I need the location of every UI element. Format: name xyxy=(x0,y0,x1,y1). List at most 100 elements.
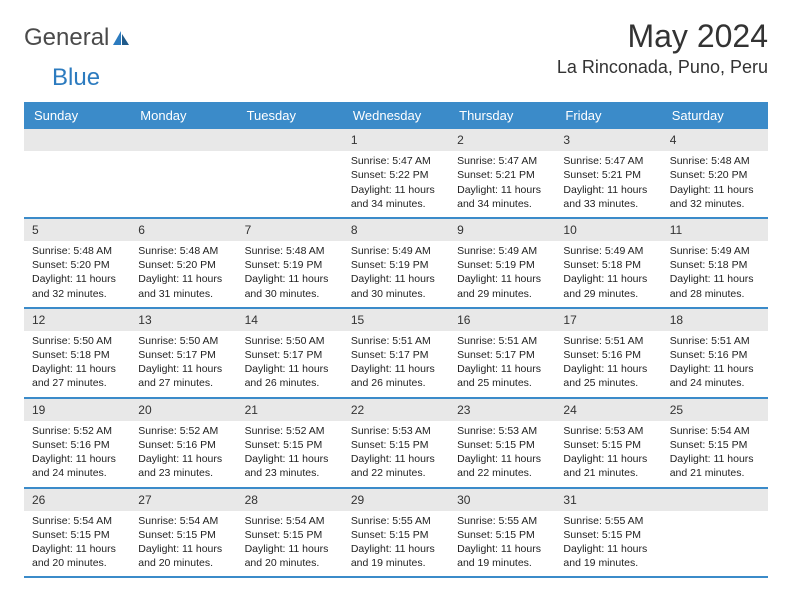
daylight-text: Daylight: 11 hours and 23 minutes. xyxy=(245,452,335,480)
cell-date: 9 xyxy=(449,219,555,241)
sunrise-text: Sunrise: 5:51 AM xyxy=(457,334,547,348)
calendar-cell: 25Sunrise: 5:54 AMSunset: 5:15 PMDayligh… xyxy=(662,399,768,487)
sunset-text: Sunset: 5:20 PM xyxy=(32,258,122,272)
calendar-cell: 5Sunrise: 5:48 AMSunset: 5:20 PMDaylight… xyxy=(24,219,130,307)
cell-date: 13 xyxy=(130,309,236,331)
cell-date: 17 xyxy=(555,309,661,331)
daylight-text: Daylight: 11 hours and 25 minutes. xyxy=(457,362,547,390)
cell-date: 7 xyxy=(237,219,343,241)
sunrise-text: Sunrise: 5:54 AM xyxy=(670,424,760,438)
day-header: Wednesday xyxy=(343,102,449,129)
calendar-body: 1Sunrise: 5:47 AMSunset: 5:22 PMDaylight… xyxy=(24,129,768,578)
sunrise-text: Sunrise: 5:49 AM xyxy=(670,244,760,258)
sunrise-text: Sunrise: 5:47 AM xyxy=(351,154,441,168)
sunrise-text: Sunrise: 5:50 AM xyxy=(245,334,335,348)
daylight-text: Daylight: 11 hours and 23 minutes. xyxy=(138,452,228,480)
sunrise-text: Sunrise: 5:47 AM xyxy=(457,154,547,168)
sunrise-text: Sunrise: 5:52 AM xyxy=(245,424,335,438)
cell-date-empty xyxy=(662,489,768,511)
cell-date: 4 xyxy=(662,129,768,151)
cell-date: 26 xyxy=(24,489,130,511)
daylight-text: Daylight: 11 hours and 19 minutes. xyxy=(563,542,653,570)
daylight-text: Daylight: 11 hours and 19 minutes. xyxy=(351,542,441,570)
sunset-text: Sunset: 5:19 PM xyxy=(245,258,335,272)
cell-date: 23 xyxy=(449,399,555,421)
sunrise-text: Sunrise: 5:53 AM xyxy=(351,424,441,438)
daylight-text: Daylight: 11 hours and 30 minutes. xyxy=(245,272,335,300)
daylight-text: Daylight: 11 hours and 22 minutes. xyxy=(351,452,441,480)
daylight-text: Daylight: 11 hours and 19 minutes. xyxy=(457,542,547,570)
cell-date-empty xyxy=(130,129,236,151)
cell-date: 31 xyxy=(555,489,661,511)
sunrise-text: Sunrise: 5:48 AM xyxy=(670,154,760,168)
cell-info: Sunrise: 5:49 AMSunset: 5:19 PMDaylight:… xyxy=(343,241,449,307)
cell-info: Sunrise: 5:50 AMSunset: 5:18 PMDaylight:… xyxy=(24,331,130,397)
cell-date: 1 xyxy=(343,129,449,151)
cell-date: 25 xyxy=(662,399,768,421)
cell-info: Sunrise: 5:48 AMSunset: 5:19 PMDaylight:… xyxy=(237,241,343,307)
daylight-text: Daylight: 11 hours and 30 minutes. xyxy=(351,272,441,300)
sunset-text: Sunset: 5:16 PM xyxy=(670,348,760,362)
cell-info: Sunrise: 5:49 AMSunset: 5:19 PMDaylight:… xyxy=(449,241,555,307)
daylight-text: Daylight: 11 hours and 33 minutes. xyxy=(563,183,653,211)
cell-info: Sunrise: 5:47 AMSunset: 5:21 PMDaylight:… xyxy=(449,151,555,217)
sunset-text: Sunset: 5:21 PM xyxy=(563,168,653,182)
cell-info: Sunrise: 5:49 AMSunset: 5:18 PMDaylight:… xyxy=(662,241,768,307)
cell-info: Sunrise: 5:50 AMSunset: 5:17 PMDaylight:… xyxy=(130,331,236,397)
daylight-text: Daylight: 11 hours and 24 minutes. xyxy=(670,362,760,390)
sunset-text: Sunset: 5:18 PM xyxy=(32,348,122,362)
calendar-cell: 11Sunrise: 5:49 AMSunset: 5:18 PMDayligh… xyxy=(662,219,768,307)
cell-info: Sunrise: 5:51 AMSunset: 5:17 PMDaylight:… xyxy=(449,331,555,397)
sunset-text: Sunset: 5:21 PM xyxy=(457,168,547,182)
calendar-cell: 17Sunrise: 5:51 AMSunset: 5:16 PMDayligh… xyxy=(555,309,661,397)
calendar-cell: 16Sunrise: 5:51 AMSunset: 5:17 PMDayligh… xyxy=(449,309,555,397)
daylight-text: Daylight: 11 hours and 29 minutes. xyxy=(563,272,653,300)
cell-date: 21 xyxy=(237,399,343,421)
calendar-cell: 10Sunrise: 5:49 AMSunset: 5:18 PMDayligh… xyxy=(555,219,661,307)
calendar-cell xyxy=(662,489,768,577)
sunset-text: Sunset: 5:15 PM xyxy=(138,528,228,542)
daylight-text: Daylight: 11 hours and 20 minutes. xyxy=(138,542,228,570)
sunset-text: Sunset: 5:15 PM xyxy=(351,528,441,542)
calendar-cell: 18Sunrise: 5:51 AMSunset: 5:16 PMDayligh… xyxy=(662,309,768,397)
cell-date: 2 xyxy=(449,129,555,151)
day-header: Sunday xyxy=(24,102,130,129)
cell-info: Sunrise: 5:52 AMSunset: 5:16 PMDaylight:… xyxy=(130,421,236,487)
sunset-text: Sunset: 5:15 PM xyxy=(245,438,335,452)
calendar-cell: 31Sunrise: 5:55 AMSunset: 5:15 PMDayligh… xyxy=(555,489,661,577)
cell-info: Sunrise: 5:55 AMSunset: 5:15 PMDaylight:… xyxy=(343,511,449,577)
sunrise-text: Sunrise: 5:48 AM xyxy=(138,244,228,258)
sunrise-text: Sunrise: 5:52 AM xyxy=(138,424,228,438)
cell-date: 3 xyxy=(555,129,661,151)
sunset-text: Sunset: 5:15 PM xyxy=(457,528,547,542)
daylight-text: Daylight: 11 hours and 21 minutes. xyxy=(563,452,653,480)
sunset-text: Sunset: 5:22 PM xyxy=(351,168,441,182)
calendar-cell: 4Sunrise: 5:48 AMSunset: 5:20 PMDaylight… xyxy=(662,129,768,217)
calendar-cell: 3Sunrise: 5:47 AMSunset: 5:21 PMDaylight… xyxy=(555,129,661,217)
calendar-cell: 6Sunrise: 5:48 AMSunset: 5:20 PMDaylight… xyxy=(130,219,236,307)
daylight-text: Daylight: 11 hours and 26 minutes. xyxy=(351,362,441,390)
sunset-text: Sunset: 5:16 PM xyxy=(32,438,122,452)
cell-info: Sunrise: 5:51 AMSunset: 5:16 PMDaylight:… xyxy=(662,331,768,397)
cell-date: 19 xyxy=(24,399,130,421)
cell-info: Sunrise: 5:51 AMSunset: 5:17 PMDaylight:… xyxy=(343,331,449,397)
daylight-text: Daylight: 11 hours and 34 minutes. xyxy=(457,183,547,211)
calendar-cell: 30Sunrise: 5:55 AMSunset: 5:15 PMDayligh… xyxy=(449,489,555,577)
cell-info: Sunrise: 5:54 AMSunset: 5:15 PMDaylight:… xyxy=(662,421,768,487)
cell-date: 29 xyxy=(343,489,449,511)
sunrise-text: Sunrise: 5:51 AM xyxy=(670,334,760,348)
logo-text-part1: General xyxy=(24,24,109,52)
logo-text-part2: Blue xyxy=(52,64,100,92)
sunset-text: Sunset: 5:15 PM xyxy=(563,438,653,452)
sunset-text: Sunset: 5:20 PM xyxy=(670,168,760,182)
calendar-cell: 26Sunrise: 5:54 AMSunset: 5:15 PMDayligh… xyxy=(24,489,130,577)
sunrise-text: Sunrise: 5:51 AM xyxy=(351,334,441,348)
sunset-text: Sunset: 5:17 PM xyxy=(351,348,441,362)
cell-info: Sunrise: 5:47 AMSunset: 5:22 PMDaylight:… xyxy=(343,151,449,217)
calendar-week-row: 12Sunrise: 5:50 AMSunset: 5:18 PMDayligh… xyxy=(24,309,768,399)
day-header: Tuesday xyxy=(237,102,343,129)
calendar-cell: 14Sunrise: 5:50 AMSunset: 5:17 PMDayligh… xyxy=(237,309,343,397)
cell-info: Sunrise: 5:53 AMSunset: 5:15 PMDaylight:… xyxy=(343,421,449,487)
sunrise-text: Sunrise: 5:55 AM xyxy=(351,514,441,528)
calendar-week-row: 5Sunrise: 5:48 AMSunset: 5:20 PMDaylight… xyxy=(24,219,768,309)
